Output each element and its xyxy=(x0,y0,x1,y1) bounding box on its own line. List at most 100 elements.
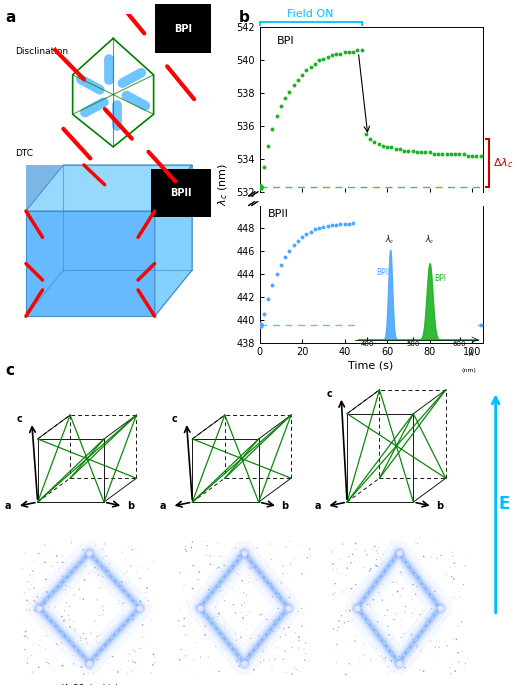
Point xyxy=(271,540,279,551)
Point xyxy=(138,562,146,573)
Text: a: a xyxy=(315,501,321,511)
Point xyxy=(397,566,405,577)
Point xyxy=(348,549,357,560)
Text: b: b xyxy=(127,501,134,511)
Point xyxy=(87,626,95,637)
Point xyxy=(227,585,235,596)
Point xyxy=(204,551,212,562)
Point xyxy=(333,639,341,650)
Point xyxy=(283,606,291,616)
Point xyxy=(55,584,63,595)
Point xyxy=(221,632,229,643)
Point xyxy=(58,584,66,595)
Point xyxy=(68,603,76,614)
Point xyxy=(430,649,438,660)
Point xyxy=(59,571,67,582)
Point xyxy=(237,553,245,564)
Point xyxy=(219,607,227,618)
Point xyxy=(439,571,447,582)
Point xyxy=(349,660,358,671)
Point xyxy=(361,545,369,556)
Point xyxy=(272,583,280,594)
Point xyxy=(407,630,416,640)
Point xyxy=(87,664,95,675)
Point xyxy=(121,553,129,564)
Point xyxy=(329,581,337,592)
Point xyxy=(331,545,339,556)
Point xyxy=(215,538,224,549)
Point xyxy=(97,610,105,621)
Point xyxy=(182,574,190,585)
Point xyxy=(387,656,395,667)
Point xyxy=(409,539,417,550)
Point xyxy=(344,616,352,627)
Point xyxy=(265,654,274,665)
Point xyxy=(93,595,101,606)
Point xyxy=(428,551,436,562)
Point xyxy=(213,580,222,590)
Point xyxy=(30,639,38,650)
Point xyxy=(24,584,33,595)
Point xyxy=(87,656,95,667)
Text: Disclination: Disclination xyxy=(16,47,69,55)
Point xyxy=(389,544,398,555)
Point xyxy=(52,638,61,649)
Point xyxy=(352,580,360,590)
Point xyxy=(395,651,404,662)
Point xyxy=(120,568,129,579)
Point xyxy=(328,547,336,558)
Point xyxy=(412,566,420,577)
Point xyxy=(302,651,310,662)
Text: Field ON: Field ON xyxy=(287,9,334,19)
Point xyxy=(288,642,296,653)
Point xyxy=(123,566,131,577)
Point xyxy=(285,536,294,547)
Point xyxy=(176,662,185,673)
Point xyxy=(333,564,341,575)
Point xyxy=(361,553,369,564)
Point xyxy=(219,551,227,562)
Point xyxy=(180,662,188,673)
Point xyxy=(71,625,79,636)
Point xyxy=(198,611,207,622)
Point xyxy=(104,568,112,579)
Point xyxy=(61,614,69,625)
Point xyxy=(388,633,396,644)
Point xyxy=(25,604,34,615)
Point xyxy=(385,654,393,665)
Point xyxy=(343,562,351,573)
Point xyxy=(296,641,305,652)
Point xyxy=(142,538,151,549)
Point xyxy=(86,655,94,666)
Point xyxy=(279,573,288,584)
Point xyxy=(33,612,41,623)
Point xyxy=(255,630,263,641)
Point xyxy=(108,575,117,586)
Point xyxy=(136,596,144,607)
Point xyxy=(414,595,422,606)
Point xyxy=(414,615,422,626)
Point xyxy=(118,610,126,621)
Point xyxy=(22,605,31,616)
Point xyxy=(213,563,221,574)
Point xyxy=(275,621,283,632)
Point xyxy=(286,577,294,588)
Point xyxy=(111,620,119,631)
Text: $F222$ (orthorhombic): $F222$ (orthorhombic) xyxy=(197,683,291,685)
Point xyxy=(393,586,402,597)
Point xyxy=(354,606,363,617)
Point xyxy=(255,659,264,670)
Point xyxy=(125,577,133,588)
Point xyxy=(282,667,291,678)
Point xyxy=(231,628,240,639)
Point xyxy=(105,649,114,660)
Point xyxy=(330,623,338,634)
Point xyxy=(90,668,98,679)
Point xyxy=(210,662,218,673)
Point xyxy=(71,590,79,601)
Point xyxy=(290,651,298,662)
Point xyxy=(60,606,69,616)
Point xyxy=(432,658,440,669)
Point xyxy=(275,649,283,660)
Point xyxy=(129,547,137,558)
